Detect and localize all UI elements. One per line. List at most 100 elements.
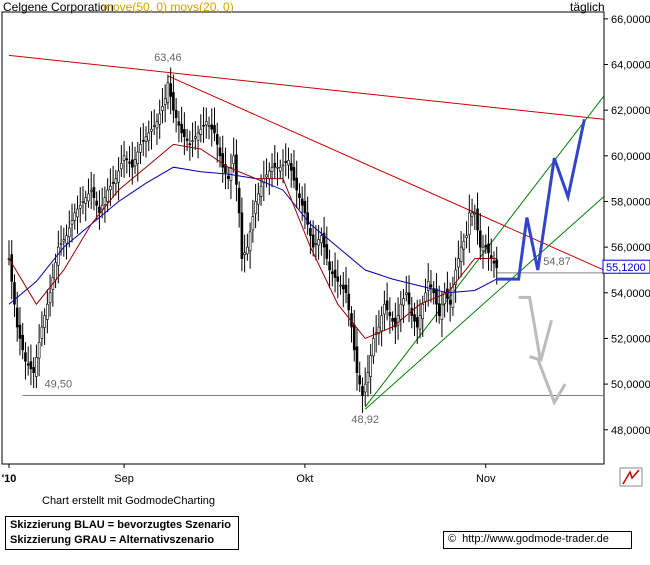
candle-body [204,121,208,126]
godmode-logo [619,467,643,487]
scenarios [496,118,586,406]
x-tick-label: Okt [296,473,313,485]
url-text[interactable]: http://www.godmode-trader.de [462,533,609,545]
candle-body [95,200,98,206]
candle-body [133,159,137,167]
candle-body [363,383,367,393]
candle-body [174,109,178,119]
price-annotation: 54,87 [543,256,571,268]
candle-body [443,292,446,305]
candle-body [128,161,131,164]
candle-body [391,318,394,322]
candle-body [462,241,466,250]
candle-body [150,128,153,132]
candle-body [32,366,35,373]
candle-body [407,292,411,305]
candle-body [289,163,293,171]
candle-body [40,326,44,339]
candle-body [380,315,383,332]
candle-body [404,292,408,295]
scenario-line [496,118,586,281]
scenario-legend: Skizzierung BLAU = bevorzugtes Szenario … [5,516,239,550]
candle-body [468,212,471,235]
candle-body [26,363,30,366]
plot-area [1,11,605,465]
candle-body [259,185,263,197]
candle-body [495,259,499,268]
candle-body [396,315,400,326]
y-tick-label: 62,0000 [611,105,650,117]
trendline [364,196,604,410]
candle-body [65,235,68,244]
candle-body [333,269,337,278]
candle-body [54,262,57,281]
scenario-line [529,355,567,406]
candle-body [454,269,457,285]
candle-body [117,170,120,183]
candle-body [470,212,474,218]
moving-average-line [8,143,497,340]
candle-body [352,324,356,351]
y-tick-label: 50,0000 [611,379,650,391]
candle-body [388,312,392,316]
candle-body [169,83,172,97]
y-tick-label: 66,0000 [611,14,650,26]
x-tick-label: Sep [114,473,134,485]
last-price-box [602,259,650,274]
candle-body [10,254,14,282]
candle-body [139,144,142,153]
last-price-marker: 55,1200 [602,259,650,274]
candle-body [355,346,359,373]
candle-body [276,166,279,169]
chart-credit: Chart erstellt mit GodmodeCharting [42,495,216,507]
candle-body [111,182,115,184]
candle-body [183,129,186,138]
candle-body [421,303,425,320]
legend-gray: Skizzierung GRAU = Alternativszenario [10,534,215,546]
candle-body [331,271,334,275]
candle-body [320,235,323,244]
candle-body [226,175,230,179]
last-price-label: 55,1200 [606,262,646,274]
candle-body [267,170,271,179]
candle-body [270,166,274,172]
price-annotation: 49,50 [45,379,73,391]
candle-body [152,125,156,127]
candle-body [106,189,109,202]
candle-body [341,284,345,290]
candle-body [492,260,496,264]
candle-body [457,258,460,268]
candle-body [278,166,282,172]
candle-body [202,125,205,127]
candle-body [81,201,85,203]
candles [7,67,499,413]
candle-body [172,92,175,111]
candle-body [465,235,468,239]
candle-body [24,352,27,362]
candle-body [70,220,74,225]
url-box[interactable]: © http://www.godmode-trader.de [443,531,632,549]
candle-body [46,303,49,320]
candle-body [385,300,389,311]
candle-body [92,187,96,198]
candle-body [120,163,123,170]
candle-body [432,288,436,294]
candle-body [257,193,260,205]
candle-body [125,158,129,161]
candle-body [147,132,151,141]
candle-body [131,159,134,168]
candle-body [473,212,477,215]
candle-body [284,161,288,163]
candle-body [136,151,140,164]
candle-body [372,338,375,357]
candle-body [122,155,126,161]
candle-body [57,246,60,266]
y-tick-label: 60,0000 [611,151,650,163]
candle-body [224,164,227,174]
candle-body [298,193,301,198]
candle-body [459,246,463,262]
candle-body [199,128,203,135]
candle-body [232,155,235,164]
candle-body [418,315,422,330]
candle-body [207,125,211,127]
